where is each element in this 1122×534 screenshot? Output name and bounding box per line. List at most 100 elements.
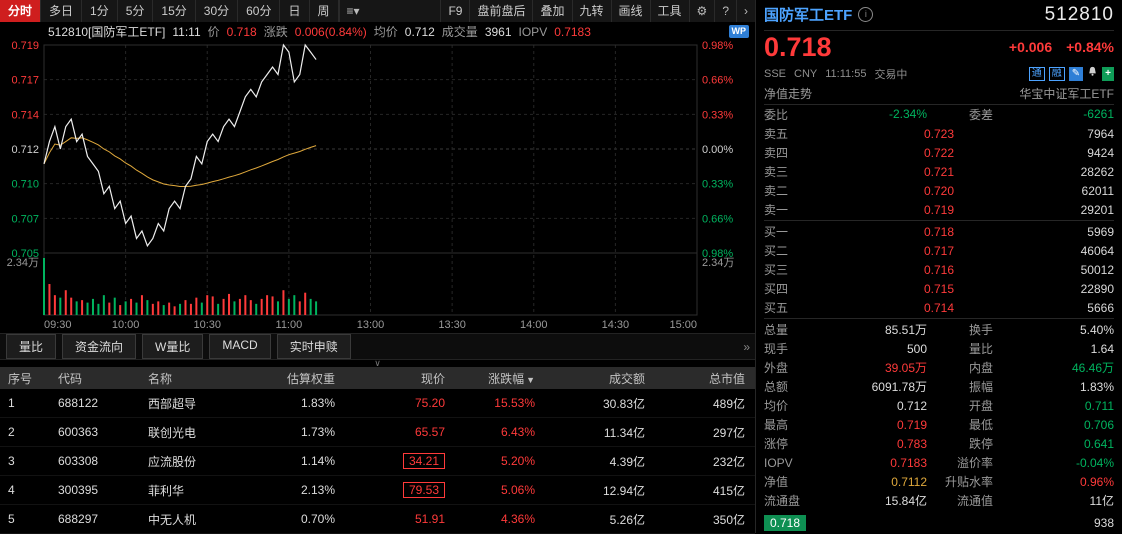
chart-pane: 分时多日1分5分15分30分60分日周 ≡▾ F9盘前盘后叠加九转画线工具 ⚙ … (0, 0, 756, 533)
volume-bar (310, 299, 312, 315)
weibi-row: 委比 -2.34% 委差 -6261 (764, 105, 1114, 125)
cell-turnover: 11.34亿 (545, 424, 655, 441)
toolbar-item[interactable]: 九转 (572, 0, 611, 22)
price-line (44, 45, 316, 246)
column-header[interactable]: 估算权重 (250, 370, 345, 387)
order-book-row[interactable]: 买四0.71522890 (764, 279, 1114, 298)
tick-row[interactable]: 0.718 938 (764, 513, 1114, 533)
table-row[interactable]: 5688297中无人机0.70%51.914.36%5.26亿350亿 (0, 505, 755, 534)
sort-desc-icon[interactable]: ▼ (526, 375, 535, 385)
order-book-volume: 62011 (954, 184, 1114, 198)
info-icon[interactable]: i (858, 7, 873, 22)
period-menu-icon[interactable]: ≡▾ (339, 0, 367, 22)
volume-bar (157, 301, 159, 315)
column-header[interactable]: 总市值 (655, 370, 755, 387)
price-value: 34.21 (403, 453, 445, 469)
alert-bell-icon[interactable] (1087, 66, 1098, 81)
stat-label: 升贴水率 (927, 473, 999, 490)
svg-text:0.66%: 0.66% (702, 213, 733, 225)
help-icon[interactable]: ? (714, 0, 736, 22)
order-book-price: 0.721 (804, 165, 954, 179)
order-book: 卖五0.7237964卖四0.7229424卖三0.72128262卖二0.72… (764, 124, 1114, 317)
order-book-row[interactable]: 卖三0.72128262 (764, 162, 1114, 181)
nav-trend-link[interactable]: 净值走势 (764, 85, 812, 102)
cell-seq: 3 (0, 454, 50, 468)
nav-row: 净值走势 华宝中证军工ETF (764, 84, 1114, 105)
stat-value: 0.7112 (812, 475, 927, 489)
volume-bar (315, 301, 317, 315)
stats-grid: 总量85.51万换手5.40%现手500量比1.64外盘39.05万内盘46.4… (764, 320, 1114, 510)
order-book-row[interactable]: 买一0.7185969 (764, 222, 1114, 241)
cell-mcap: 232亿 (655, 453, 755, 470)
order-book-row[interactable]: 买三0.71650012 (764, 260, 1114, 279)
stat-label: 外盘 (764, 359, 812, 376)
add-watchlist-icon[interactable]: + (1102, 67, 1114, 81)
table-row[interactable]: 3603308应流股份1.14%34.215.20%4.39亿232亿 (0, 447, 755, 476)
period-tab[interactable]: 5分 (118, 0, 154, 22)
order-book-row[interactable]: 卖五0.7237964 (764, 124, 1114, 143)
wp-badge-icon[interactable]: WP (729, 25, 750, 38)
column-header[interactable]: 代码 (50, 370, 140, 387)
column-header[interactable]: 涨跌幅▼ (455, 370, 545, 387)
volume-bar (261, 299, 263, 315)
period-tab[interactable]: 1分 (82, 0, 118, 22)
order-book-row[interactable]: 卖一0.71929201 (764, 200, 1114, 219)
cell-seq: 5 (0, 512, 50, 526)
indicator-tab[interactable]: 量比 (6, 334, 56, 359)
volume-bar (92, 299, 94, 315)
cell-price: 34.21 (345, 453, 455, 469)
column-header[interactable]: 名称 (140, 370, 250, 387)
period-tab[interactable]: 日 (280, 0, 309, 22)
indicator-tab[interactable]: W量比 (142, 334, 203, 359)
order-book-row[interactable]: 买二0.71746064 (764, 241, 1114, 260)
gear-icon[interactable]: ⚙ (689, 0, 715, 22)
table-row[interactable]: 1688122西部超导1.83%75.2015.53%30.83亿489亿 (0, 389, 755, 418)
indicator-tab[interactable]: 实时申赎 (277, 334, 351, 359)
pct-value: 6.43% (501, 425, 535, 439)
column-header[interactable]: 成交额 (545, 370, 655, 387)
stats-row: 外盘39.05万内盘46.46万 (764, 358, 1114, 377)
toolbar-item[interactable]: 叠加 (532, 0, 571, 22)
volume-bar (212, 296, 214, 315)
chart-toolbar: 分时多日1分5分15分30分60分日周 ≡▾ F9盘前盘后叠加九转画线工具 ⚙ … (0, 0, 755, 23)
table-row[interactable]: 2600363联创光电1.73%65.576.43%11.34亿297亿 (0, 418, 755, 447)
column-header[interactable]: 序号 (0, 370, 50, 387)
stat-value: 1.64 (999, 342, 1114, 356)
period-tab[interactable]: 15分 (153, 0, 195, 22)
indicator-tab[interactable]: MACD (209, 334, 270, 359)
period-tab[interactable]: 60分 (238, 0, 280, 22)
cell-code: 300395 (50, 483, 140, 497)
pct-value: 15.53% (494, 396, 535, 410)
period-tab[interactable]: 周 (310, 0, 339, 22)
volume-bar (266, 295, 268, 315)
indicator-tab[interactable]: 资金流向 (62, 334, 136, 359)
toolbar-item[interactable]: 工具 (650, 0, 689, 22)
svg-text:2.34万: 2.34万 (7, 257, 39, 269)
svg-text:0.98%: 0.98% (702, 41, 733, 52)
table-row[interactable]: 4300395菲利华2.13%79.535.06%12.94亿415亿 (0, 476, 755, 505)
tick-volume: 938 (1094, 516, 1114, 530)
order-book-price: 0.716 (804, 263, 954, 277)
collapse-right-icon[interactable]: » (743, 340, 750, 354)
column-header[interactable]: 现价 (345, 370, 455, 387)
stat-value: 0.711 (999, 399, 1114, 413)
collapse-chevron-icon[interactable]: ∨ (0, 360, 755, 367)
order-book-row[interactable]: 买五0.7145666 (764, 298, 1114, 317)
toolbar-item[interactable]: 画线 (611, 0, 650, 22)
stat-label: 总量 (764, 321, 812, 338)
market-status: 交易中 (874, 66, 907, 82)
period-tab[interactable]: 分时 (0, 0, 41, 22)
order-book-row[interactable]: 卖二0.72062011 (764, 181, 1114, 200)
stat-label: 量比 (927, 340, 999, 357)
order-book-row[interactable]: 卖四0.7229424 (764, 143, 1114, 162)
period-tab[interactable]: 30分 (196, 0, 238, 22)
ask-bid-divider (764, 220, 1114, 221)
period-tab[interactable]: 多日 (41, 0, 82, 22)
toolbar-item[interactable]: 盘前盘后 (469, 0, 532, 22)
volume-bar (152, 304, 154, 315)
chart-info-bar: 512810[国防军工ETF] 11:11 价 0.718 涨跌 0.006(0… (0, 23, 755, 41)
toolbar-item[interactable]: F9 (440, 0, 469, 22)
change-percent: +0.84% (1066, 39, 1114, 55)
edit-icon[interactable]: ✎ (1069, 67, 1083, 81)
more-icon[interactable]: › (736, 0, 755, 22)
